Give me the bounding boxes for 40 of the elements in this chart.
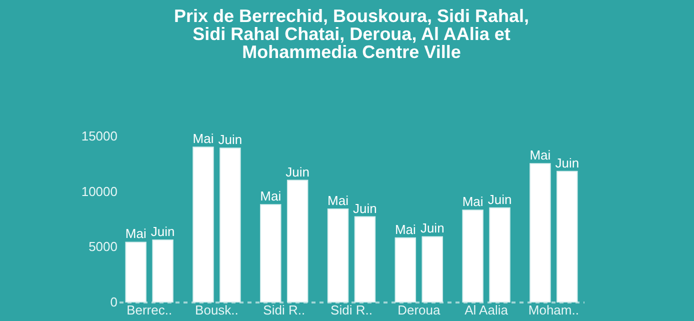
bar <box>260 204 282 302</box>
text: Juin <box>353 200 377 216</box>
text: Mai <box>260 188 282 204</box>
bar <box>462 210 484 302</box>
text: Juin <box>420 220 444 236</box>
x-tick-label: Deroua <box>398 302 441 318</box>
text: Mai <box>328 193 348 208</box>
bar <box>152 240 174 302</box>
y-tick-label: 15000 <box>81 128 118 144</box>
series-label: Mai <box>462 194 484 210</box>
bar <box>327 208 349 302</box>
text: Juin <box>286 164 310 180</box>
text: Mai <box>530 148 551 163</box>
text: Mai <box>394 222 416 237</box>
bar <box>354 216 376 302</box>
bar <box>422 236 443 302</box>
x-tick-label: Bousk.. <box>195 302 238 318</box>
y-tick-label: 10000 <box>81 184 118 199</box>
x-tick-label: Sidi R.. <box>330 302 372 318</box>
x-tick-label: Al Aalia <box>464 302 509 318</box>
text: Juin <box>555 155 580 170</box>
bar <box>220 148 241 302</box>
text: Mai <box>125 226 146 242</box>
y-tick-label: 5000 <box>88 239 118 254</box>
bar <box>394 237 416 302</box>
chart-title: Prix de Berrechid, Bouskoura, Sidi Rahal, Sidi Rahal Chatai, Deroua, Al AAlia et Mohammedia Centre Ville <box>174 6 530 62</box>
bar <box>286 180 308 302</box>
text: Juin <box>488 192 512 207</box>
x-tick-label: Berrec.. <box>126 302 172 318</box>
text: Juin <box>218 132 242 148</box>
bar <box>125 242 146 302</box>
x-tick-label: Moham.. <box>528 302 579 318</box>
bar <box>556 170 578 302</box>
bar <box>192 146 214 302</box>
bar <box>489 207 510 302</box>
text: Mai <box>192 131 214 146</box>
x-tick-label: Sidi R.. <box>263 302 306 318</box>
y-tick-label: 0 <box>110 294 118 310</box>
series-label: Juin <box>150 224 175 240</box>
bar <box>530 163 551 302</box>
